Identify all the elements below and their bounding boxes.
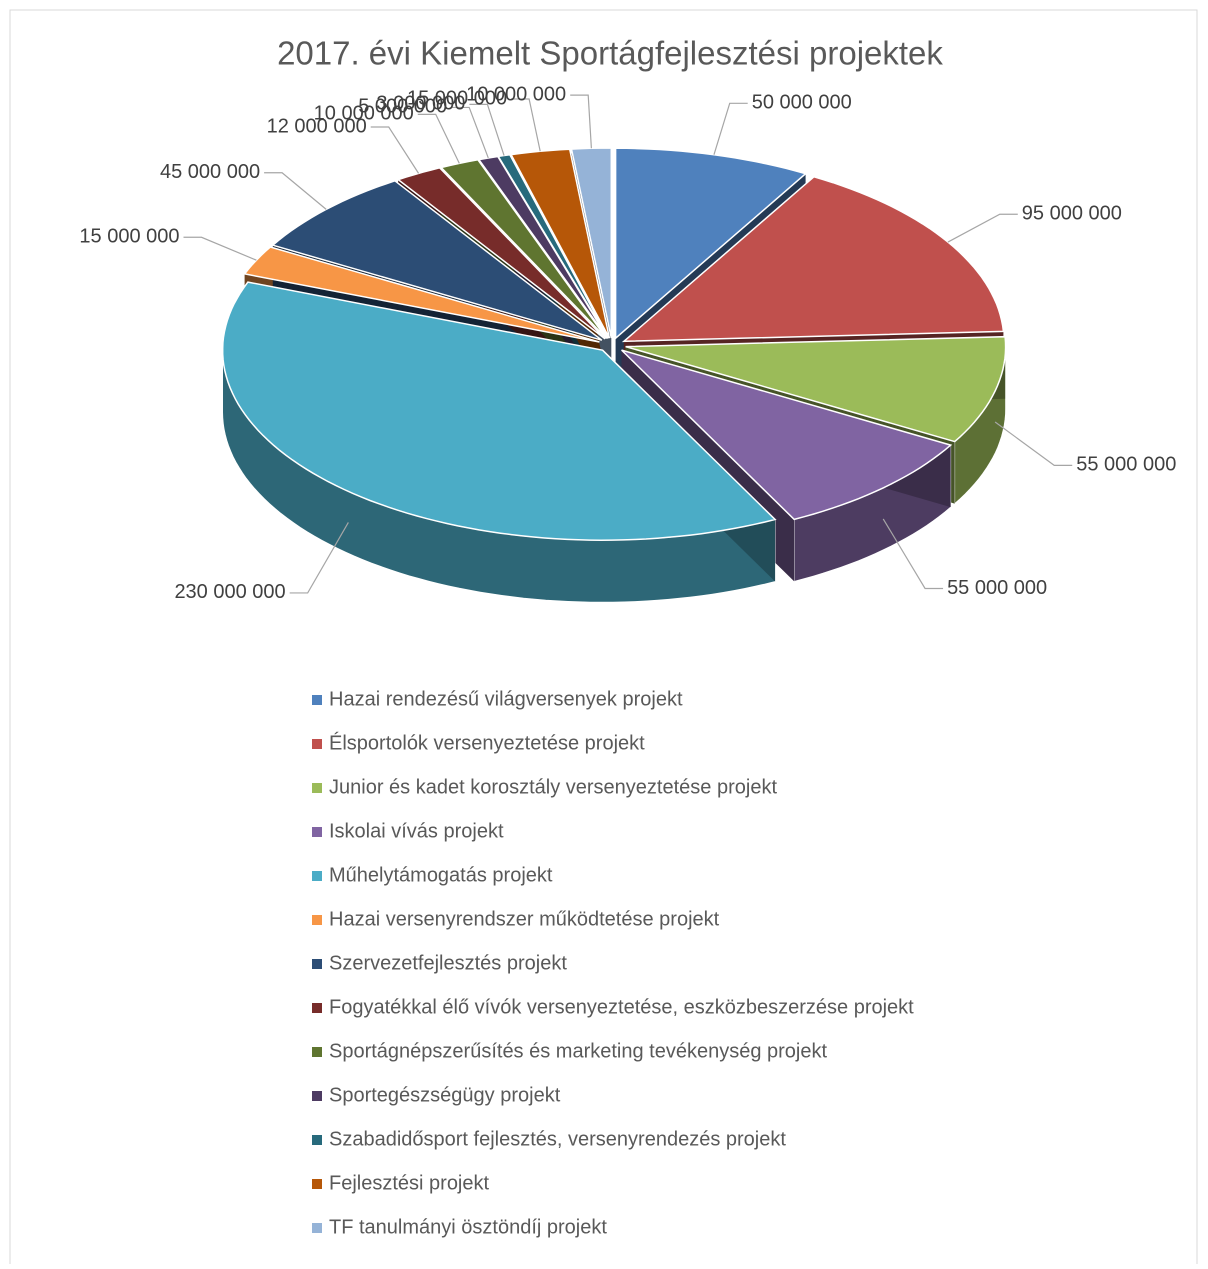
data-label: 50 000 000 — [752, 92, 852, 114]
legend-label: Iskolai vívás projekt — [329, 820, 504, 842]
leader-line — [947, 213, 1018, 243]
leader-line — [882, 518, 944, 590]
data-label: 5 000 000 — [358, 96, 447, 118]
data-label: 45 000 000 — [160, 161, 260, 183]
pie-slice — [625, 335, 1007, 443]
legend-label: Szabadidősport fejlesztés, versenyrendez… — [329, 1128, 786, 1150]
leader-line — [417, 113, 460, 164]
leader-line — [713, 102, 748, 155]
data-label: 15 000 000 — [79, 226, 179, 248]
legend-swatch — [312, 871, 322, 881]
pie-slice — [221, 281, 777, 541]
pie-slice — [396, 166, 606, 340]
legend-swatch — [312, 1047, 322, 1057]
legend-label: Műhelytámogatás projekt — [329, 864, 553, 886]
legend-label: Élsportolók versenyeztetése projekt — [329, 731, 645, 754]
pie-tops — [221, 147, 1007, 541]
data-label: 10 000 000 — [466, 83, 566, 105]
data-label: 12 000 000 — [267, 115, 367, 137]
leader-line — [511, 98, 541, 152]
leader-line — [264, 172, 327, 210]
data-label: 10 000 000 — [314, 103, 414, 125]
data-label: 55 000 000 — [947, 577, 1047, 599]
chart-title: 2017. évi Kiemelt Sportágfejlesztési pro… — [277, 35, 943, 72]
pie-slice — [621, 175, 1005, 343]
leader-line — [370, 126, 420, 174]
leader-line — [469, 103, 505, 156]
pie-slice — [509, 148, 611, 339]
legend-swatch — [312, 959, 322, 969]
legend-label: Sportágnépszerűsítés és marketing tevéke… — [329, 1040, 827, 1062]
data-label: 230 000 000 — [174, 581, 285, 603]
leader-line — [289, 522, 349, 594]
legend-label: Fogyatékkal élő vívók versenyeztetése, e… — [329, 996, 914, 1018]
legend-swatch — [312, 739, 322, 749]
data-labels: 50 000 000 95 000 000 55 000 000 55 000 000… — [79, 83, 1176, 603]
legend-label: TF tanulmányi ösztöndíj projekt — [329, 1216, 607, 1238]
legend-swatch — [312, 783, 322, 793]
legend-label: Hazai versenyrendszer működtetése projek… — [329, 908, 720, 930]
legend-swatch — [312, 1179, 322, 1189]
legend-swatch — [312, 695, 322, 705]
legend-label: Junior és kadet korosztály versenyezteté… — [329, 776, 777, 798]
legend-swatch — [312, 1135, 322, 1145]
legend-label: Sportegészségügy projekt — [329, 1084, 561, 1106]
pie-slice — [570, 147, 613, 339]
leader-line — [570, 94, 592, 149]
legend-swatch — [312, 915, 322, 925]
pie-slice — [243, 246, 600, 343]
legend-label: Hazai rendezésű világversenyek projekt — [329, 688, 683, 710]
pie-slice — [271, 179, 603, 341]
data-label: 3 000 000 — [376, 93, 465, 115]
legend: Hazai rendezésű világversenyek projekt Él… — [312, 688, 914, 1238]
legend-label: Szervezetfejlesztés projekt — [329, 952, 567, 974]
data-label: 15 000 000 — [407, 87, 507, 109]
data-label: 95 000 000 — [1022, 203, 1122, 225]
legend-swatch — [312, 827, 322, 837]
legend-swatch — [312, 1223, 322, 1233]
legend-label: Fejlesztési projekt — [329, 1172, 490, 1194]
leader-line — [994, 421, 1073, 467]
leader-line — [183, 236, 257, 261]
legend-swatch — [312, 1003, 322, 1013]
leader-line — [451, 106, 489, 159]
data-label: 55 000 000 — [1076, 454, 1176, 476]
pie-slice — [621, 349, 953, 521]
legend-swatch — [312, 1091, 322, 1101]
